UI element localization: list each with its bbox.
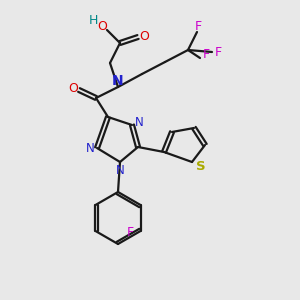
- Text: H: H: [88, 14, 98, 28]
- Text: S: S: [196, 160, 206, 172]
- Text: N: N: [112, 74, 124, 88]
- Text: O: O: [139, 29, 149, 43]
- Text: N: N: [135, 116, 143, 130]
- Text: O: O: [97, 20, 107, 34]
- Text: F: F: [214, 46, 222, 59]
- Text: N: N: [116, 164, 124, 176]
- Text: F: F: [127, 226, 134, 239]
- Text: N: N: [85, 142, 94, 154]
- Text: F: F: [194, 20, 202, 32]
- Text: O: O: [68, 82, 78, 94]
- Text: F: F: [202, 49, 210, 62]
